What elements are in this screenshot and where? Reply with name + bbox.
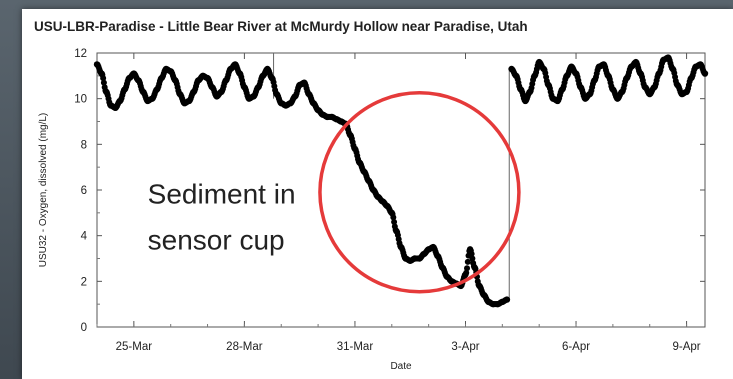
x-tick-label: 3-Apr <box>451 341 479 353</box>
y-tick-label: 6 <box>81 185 87 197</box>
annotation-text: Sediment in <box>148 179 296 210</box>
x-tick-label: 9-Apr <box>673 341 701 353</box>
data-point-trace <box>464 265 471 272</box>
x-tick-label: 31-Mar <box>337 341 374 353</box>
data-point-trace <box>468 250 475 257</box>
x-axis: 25-Mar 28-Mar 31-Mar 3-Apr 6-Apr 9-Apr <box>96 53 701 353</box>
data-point <box>701 70 709 77</box>
x-tick-label: 25-Mar <box>116 341 153 353</box>
x-tick-label: 28-Mar <box>226 341 263 353</box>
annotation-text: sensor cup <box>148 224 285 255</box>
y-tick-label: 10 <box>74 94 87 106</box>
data-points <box>93 54 709 308</box>
y-axis-label: USU32 - Oxygen, dissolved (mg/L) <box>38 113 49 268</box>
x-axis-label: Date <box>390 361 412 372</box>
data-point <box>503 296 511 303</box>
chart-panel: USU-LBR-Paradise - Little Bear River at … <box>22 9 733 379</box>
y-tick-label: 2 <box>81 276 87 288</box>
annotations: Sediment in sensor cup <box>148 91 521 294</box>
data-point-trace <box>100 75 107 82</box>
y-tick-label: 0 <box>81 322 87 334</box>
x-tick-label: 6-Apr <box>562 341 590 353</box>
data-point-trace <box>469 255 476 262</box>
y-axis: 0 2 4 6 8 10 12 <box>74 48 705 334</box>
y-tick-label: 12 <box>74 48 87 60</box>
data-point-trace <box>100 79 107 86</box>
data-point-trace <box>463 269 470 276</box>
chart-title: USU-LBR-Paradise - Little Bear River at … <box>34 19 528 34</box>
data-point-trace <box>464 258 471 265</box>
data-point-trace <box>390 214 397 221</box>
y-tick-label: 4 <box>81 231 88 243</box>
highlight-circle <box>318 91 521 294</box>
data-point-trace <box>391 218 398 225</box>
dissolved-oxygen-chart: USU-LBR-Paradise - Little Bear River at … <box>34 19 709 372</box>
y-tick-label: 8 <box>81 139 87 151</box>
